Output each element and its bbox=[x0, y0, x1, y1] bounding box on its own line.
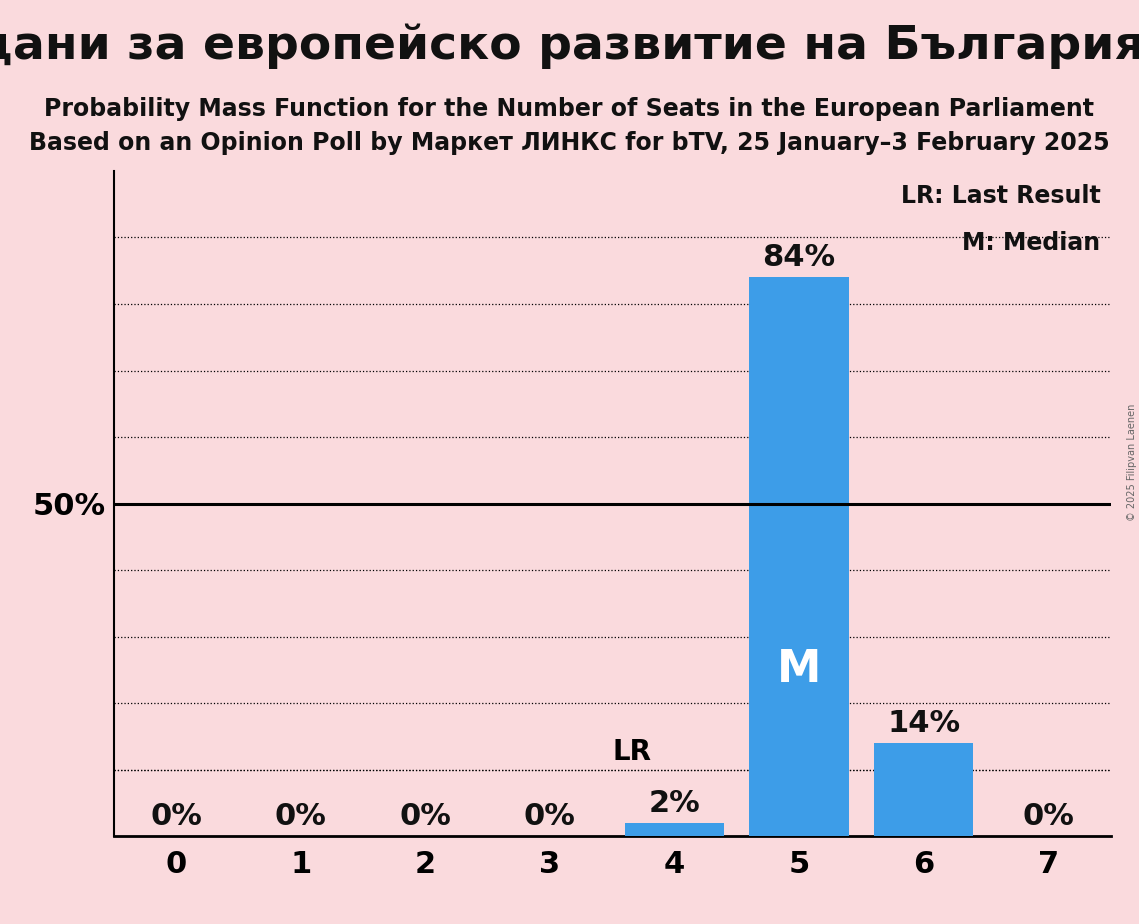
Text: LR: Last Result: LR: Last Result bbox=[901, 184, 1100, 208]
Text: 84%: 84% bbox=[762, 243, 836, 272]
Text: M: M bbox=[777, 649, 821, 691]
Text: 14%: 14% bbox=[887, 709, 960, 737]
Text: 0%: 0% bbox=[1023, 802, 1074, 831]
Text: LR: LR bbox=[613, 738, 652, 766]
Bar bbox=[749, 277, 849, 836]
Text: 0%: 0% bbox=[150, 802, 202, 831]
Text: 2%: 2% bbox=[648, 788, 700, 818]
Text: © 2025 Filipvan Laenen: © 2025 Filipvan Laenen bbox=[1126, 403, 1137, 521]
Text: Граждани за европейско развитие на България (ЕРР): Граждани за европейско развитие на Бълга… bbox=[0, 23, 1139, 68]
Text: Based on an Opinion Poll by Маркет ЛИНКС for bTV, 25 January–3 February 2025: Based on an Opinion Poll by Маркет ЛИНКС… bbox=[30, 131, 1109, 155]
Bar bbox=[624, 823, 724, 836]
Text: M: Median: M: Median bbox=[962, 231, 1100, 255]
Text: 0%: 0% bbox=[400, 802, 451, 831]
Text: 0%: 0% bbox=[274, 802, 327, 831]
Bar bbox=[874, 743, 974, 836]
Text: Probability Mass Function for the Number of Seats in the European Parliament: Probability Mass Function for the Number… bbox=[44, 97, 1095, 121]
Text: 0%: 0% bbox=[524, 802, 576, 831]
